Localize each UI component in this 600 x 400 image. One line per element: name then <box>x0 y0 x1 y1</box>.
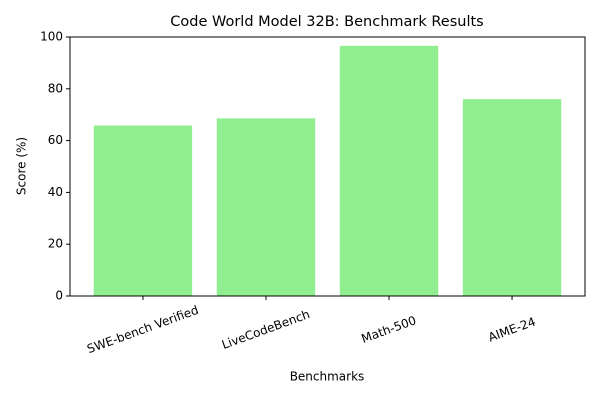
y-tick-label: 0 <box>55 289 63 303</box>
y-axis-label: Score (%) <box>15 137 29 195</box>
bar <box>93 125 193 296</box>
x-tick-label: SWE-bench Verified <box>85 303 200 356</box>
x-tick-label: Math-500 <box>360 313 419 346</box>
y-tick-label: 60 <box>48 133 63 147</box>
y-tick-label: 80 <box>48 81 63 95</box>
x-axis-label: Benchmarks <box>290 370 365 384</box>
y-tick-label: 100 <box>40 30 63 44</box>
plot-frame <box>69 36 586 297</box>
y-tick-label: 40 <box>48 185 63 199</box>
bar <box>462 99 562 296</box>
x-tick-label: AIME-24 <box>486 315 537 345</box>
x-tick-label: LiveCodeBench <box>220 307 312 352</box>
bar <box>216 118 316 297</box>
bar <box>339 45 439 296</box>
y-tick-label: 20 <box>48 237 63 251</box>
chart-title: Code World Model 32B: Benchmark Results <box>170 14 484 30</box>
